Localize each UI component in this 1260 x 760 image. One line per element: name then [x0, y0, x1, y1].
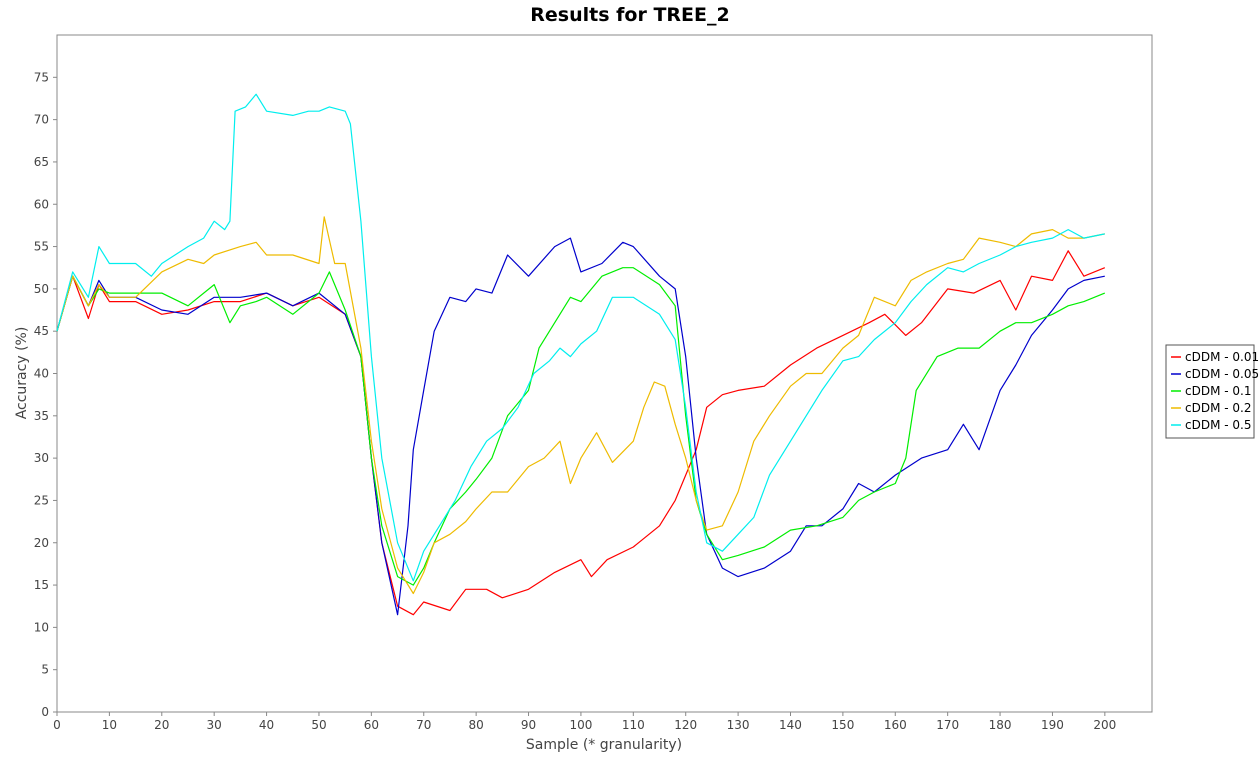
- series-lines: [56, 93, 1106, 616]
- legend-item: cDDM - 0.05: [1185, 367, 1259, 381]
- x-tick-label: 40: [259, 718, 274, 732]
- y-axis: 0 5 10 15 20 25 30 35 40 45 50 55 60 65 70 75: [34, 70, 57, 719]
- x-tick-label: 10: [102, 718, 117, 732]
- x-tick-label: 170: [936, 718, 959, 732]
- y-tick-label: 40: [34, 367, 49, 381]
- x-tick-label: 190: [1041, 718, 1064, 732]
- y-tick-label: 60: [34, 197, 49, 211]
- y-tick-label: 5: [41, 663, 49, 677]
- y-tick-label: 20: [34, 536, 49, 550]
- x-tick-label: 130: [727, 718, 750, 732]
- x-axis-label: Sample (* granularity): [526, 737, 682, 753]
- x-tick-label: 120: [674, 718, 697, 732]
- y-axis-label: Accuracy (%): [14, 327, 30, 420]
- y-tick-label: 10: [34, 620, 49, 634]
- x-tick-label: 20: [154, 718, 169, 732]
- x-tick-label: 100: [569, 718, 592, 732]
- x-tick-label: 180: [989, 718, 1012, 732]
- y-tick-label: 65: [34, 155, 49, 169]
- x-tick-label: 50: [311, 718, 326, 732]
- x-tick-label: 80: [468, 718, 483, 732]
- y-tick-label: 50: [34, 282, 49, 296]
- x-tick-label: 140: [779, 718, 802, 732]
- y-tick-label: 25: [34, 493, 49, 507]
- legend: cDDM - 0.01 cDDM - 0.05 cDDM - 0.1 cDDM - 0…: [1165, 344, 1259, 439]
- y-tick-label: 70: [34, 113, 49, 127]
- x-tick-label: 70: [416, 718, 431, 732]
- plot-area: [56, 34, 1153, 713]
- x-tick-label: 160: [884, 718, 907, 732]
- series-line-4: [56, 216, 1105, 595]
- y-tick-label: 75: [34, 70, 49, 84]
- series-line-1: [56, 250, 1106, 616]
- x-tick-label: 0: [53, 718, 61, 732]
- legend-item: cDDM - 0.5: [1185, 418, 1251, 432]
- y-tick-label: 30: [34, 451, 49, 465]
- x-tick-label: 60: [364, 718, 379, 732]
- x-axis: 0 10 20 30 40 50 60 70 80 90 100 110 120 130 140 150 160…: [53, 712, 1116, 732]
- y-tick-label: 45: [34, 324, 49, 338]
- chart-title: Results for TREE_2: [530, 4, 729, 26]
- x-tick-label: 200: [1093, 718, 1116, 732]
- y-tick-label: 15: [34, 578, 49, 592]
- legend-item: cDDM - 0.1: [1185, 384, 1251, 398]
- x-tick-label: 30: [207, 718, 222, 732]
- series-line-2: [56, 237, 1105, 616]
- x-tick-label: 90: [521, 718, 536, 732]
- legend-item: cDDM - 0.2: [1185, 401, 1251, 415]
- series-line-5: [56, 93, 1105, 582]
- y-tick-label: 0: [41, 705, 49, 719]
- x-tick-label: 150: [831, 718, 854, 732]
- series-line-3: [56, 267, 1106, 586]
- legend-item: cDDM - 0.01: [1185, 350, 1259, 364]
- y-tick-label: 55: [34, 240, 49, 254]
- x-tick-label: 110: [622, 718, 645, 732]
- y-tick-label: 35: [34, 409, 49, 423]
